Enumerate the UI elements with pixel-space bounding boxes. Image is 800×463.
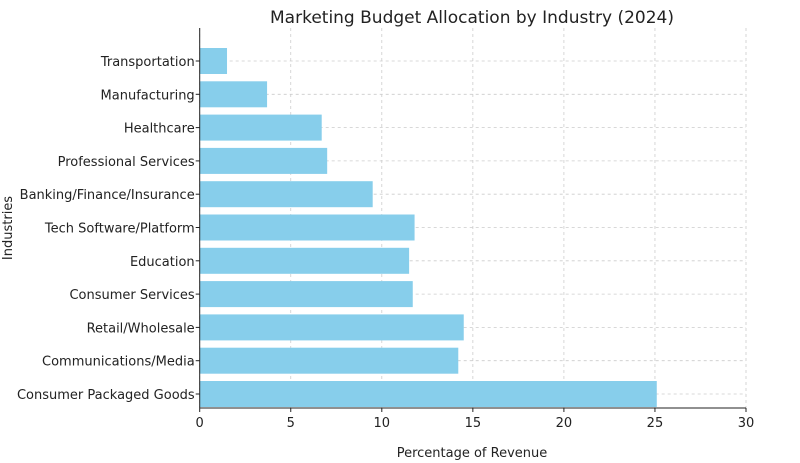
x-tick-label: 25 [647, 416, 664, 431]
y-tick-label: Manufacturing [101, 88, 195, 103]
bar [199, 381, 657, 407]
y-tick-label: Transportation [100, 55, 195, 70]
bar [199, 281, 413, 308]
y-tick-label: Professional Services [58, 155, 195, 170]
chart-title: Marketing Budget Allocation by Industry … [270, 8, 674, 28]
x-tick-label: 15 [465, 416, 482, 431]
y-tick-label: Healthcare [124, 122, 195, 137]
axes: 0 5 10 15 20 25 30 Consumer Packaged Goods Commu… [17, 28, 754, 431]
bar [199, 81, 268, 108]
bar [199, 347, 459, 374]
y-tick-label: Banking/Finance/Insurance [20, 188, 195, 203]
bar [199, 314, 464, 341]
x-tick-label: 30 [738, 416, 755, 431]
bar [199, 48, 228, 74]
bar [199, 147, 328, 174]
y-axis-label: Industries [1, 196, 16, 260]
x-tick-label: 0 [196, 416, 204, 431]
x-tick-label: 10 [374, 416, 391, 431]
y-tick-label: Communications/Media [42, 355, 195, 370]
x-tick-label: 5 [287, 416, 295, 431]
y-tick-label: Retail/Wholesale [87, 321, 195, 336]
y-tick-label: Consumer Services [69, 288, 194, 303]
y-tick-label: Tech Software/Platform [44, 222, 195, 237]
bar [199, 114, 322, 141]
x-axis-label: Percentage of Revenue [397, 446, 548, 461]
bar [199, 214, 415, 241]
y-tick-label: Consumer Packaged Goods [17, 388, 195, 403]
y-tick-label: Education [130, 255, 195, 270]
bar [199, 247, 410, 274]
bar [199, 181, 373, 208]
x-tick-label: 20 [556, 416, 573, 431]
bars [199, 48, 657, 407]
